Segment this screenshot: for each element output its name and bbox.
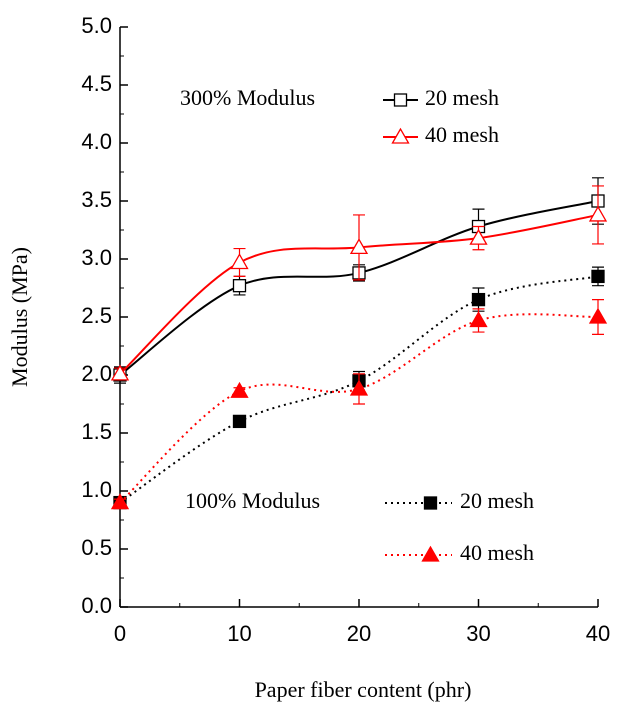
legend-label: 20 mesh: [425, 85, 499, 110]
x-tick-label: 0: [114, 621, 126, 646]
y-tick-label: 2.0: [81, 361, 112, 386]
x-tick-label: 30: [466, 621, 490, 646]
y-tick-label: 1.0: [81, 477, 112, 502]
x-tick-label: 10: [227, 621, 251, 646]
legend-label: 20 mesh: [460, 488, 534, 513]
y-tick-label: 3.0: [81, 245, 112, 270]
data-point: [110, 364, 130, 381]
y-tick-label: 2.5: [81, 303, 112, 328]
series-line: [119, 313, 599, 504]
data-point: [232, 414, 247, 429]
data-point: [469, 311, 488, 328]
y-axis-title: Modulus (MPa): [7, 247, 32, 387]
data-point: [469, 228, 488, 245]
legend-label: 40 mesh: [425, 122, 499, 147]
data-point: [588, 205, 608, 222]
y-tick-label: 1.5: [81, 419, 112, 444]
legend-label: 40 mesh: [460, 540, 534, 565]
y-tick-label: 5.0: [81, 13, 112, 38]
x-axis-title: Paper fiber content (phr): [255, 677, 472, 702]
data-point: [230, 253, 249, 270]
y-tick-label: 0.5: [81, 535, 112, 560]
data-point: [230, 381, 249, 398]
x-tick-label: 40: [586, 621, 610, 646]
legend-marker: [423, 496, 438, 510]
y-tick-label: 0.0: [81, 593, 112, 618]
y-tick-label: 4.5: [81, 71, 112, 96]
data-point: [591, 269, 605, 284]
data-point: [232, 279, 247, 293]
data-point: [349, 238, 369, 255]
data-point: [349, 379, 369, 396]
legend-group-title: 300% Modulus: [180, 85, 315, 110]
y-tick-label: 4.0: [81, 129, 112, 154]
legend-group-title: 100% Modulus: [185, 488, 320, 513]
legend-marker: [393, 93, 408, 107]
data-point: [110, 493, 130, 510]
legend-marker: [421, 545, 440, 562]
x-tick-label: 20: [347, 621, 371, 646]
y-tick-label: 3.5: [81, 187, 112, 212]
data-point: [471, 292, 486, 307]
data-point: [588, 307, 608, 324]
legend-marker: [391, 127, 410, 144]
